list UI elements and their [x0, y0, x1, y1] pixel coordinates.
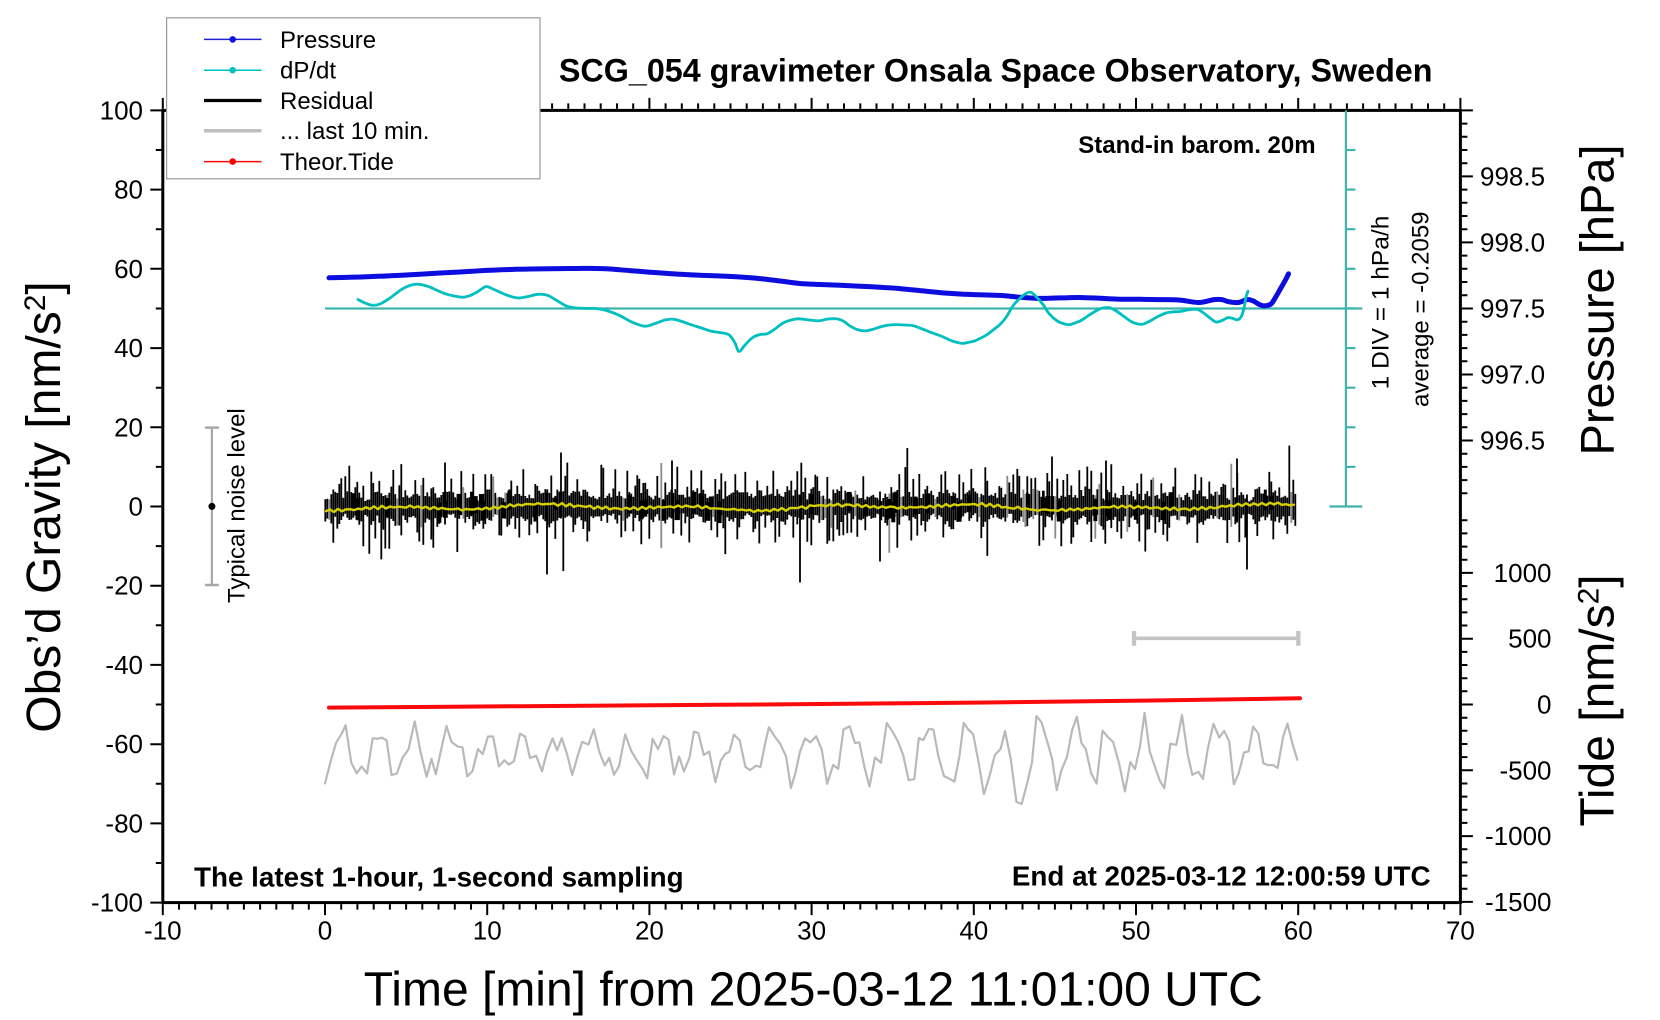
svg-text:Typical noise level: Typical noise level	[224, 408, 251, 603]
svg-text:SCG_054 gravimeter Onsala Spac: SCG_054 gravimeter Onsala Space Observat…	[559, 53, 1433, 89]
svg-text:60: 60	[114, 254, 143, 284]
svg-text:-1500: -1500	[1485, 887, 1552, 917]
svg-text:Tide [nm/s2]: Tide [nm/s2]	[1572, 574, 1625, 826]
svg-text:0: 0	[318, 916, 332, 946]
svg-text:0: 0	[1537, 690, 1551, 720]
svg-text:997.5: 997.5	[1480, 294, 1545, 324]
svg-text:10: 10	[473, 916, 502, 946]
svg-text:998.0: 998.0	[1480, 227, 1545, 257]
svg-text:998.5: 998.5	[1480, 161, 1545, 191]
svg-text:-40: -40	[105, 650, 143, 680]
svg-text:Pressure: Pressure	[280, 27, 376, 54]
svg-text:100: 100	[100, 95, 143, 125]
svg-text:Stand-in barom. 20m: Stand-in barom. 20m	[1078, 132, 1315, 159]
svg-text:... last 10 min.: ... last 10 min.	[280, 118, 429, 145]
svg-text:-80: -80	[105, 808, 143, 838]
svg-text:0: 0	[129, 492, 143, 522]
svg-text:-1000: -1000	[1485, 821, 1552, 851]
svg-text:997.0: 997.0	[1480, 360, 1545, 390]
svg-text:Obs’d Gravity [nm/s2]: Obs’d Gravity [nm/s2]	[18, 281, 71, 732]
svg-text:40: 40	[959, 916, 988, 946]
svg-text:Theor.Tide: Theor.Tide	[280, 149, 394, 176]
svg-text:50: 50	[1122, 916, 1151, 946]
svg-text:20: 20	[114, 412, 143, 442]
svg-text:Time [min] from 2025-03-12 11:: Time [min] from 2025-03-12 11:01:00 UTC	[364, 964, 1263, 1017]
svg-text:-20: -20	[105, 571, 143, 601]
svg-text:500: 500	[1508, 624, 1551, 654]
svg-text:20: 20	[635, 916, 664, 946]
svg-text:-10: -10	[144, 916, 182, 946]
svg-text:-500: -500	[1499, 755, 1551, 785]
svg-text:40: 40	[114, 333, 143, 363]
svg-text:Residual: Residual	[280, 88, 373, 115]
svg-text:996.5: 996.5	[1480, 426, 1545, 456]
svg-text:End at 2025-03-12 12:00:59 UTC: End at 2025-03-12 12:00:59 UTC	[1012, 861, 1431, 892]
svg-text:The latest 1-hour, 1-second sa: The latest 1-hour, 1-second sampling	[194, 861, 684, 892]
svg-text:-60: -60	[105, 729, 143, 759]
svg-text:dP/dt: dP/dt	[280, 58, 336, 85]
svg-text:average = -0.2059: average = -0.2059	[1407, 211, 1434, 406]
svg-text:30: 30	[797, 916, 826, 946]
svg-text:70: 70	[1446, 916, 1475, 946]
svg-text:Pressure [hPa]: Pressure [hPa]	[1571, 145, 1624, 456]
svg-text:80: 80	[114, 175, 143, 205]
svg-text:1000: 1000	[1494, 558, 1552, 588]
svg-text:-100: -100	[91, 888, 143, 918]
svg-text:1 DIV = 1 hPa/h: 1 DIV = 1 hPa/h	[1368, 216, 1395, 390]
svg-text:60: 60	[1284, 916, 1313, 946]
